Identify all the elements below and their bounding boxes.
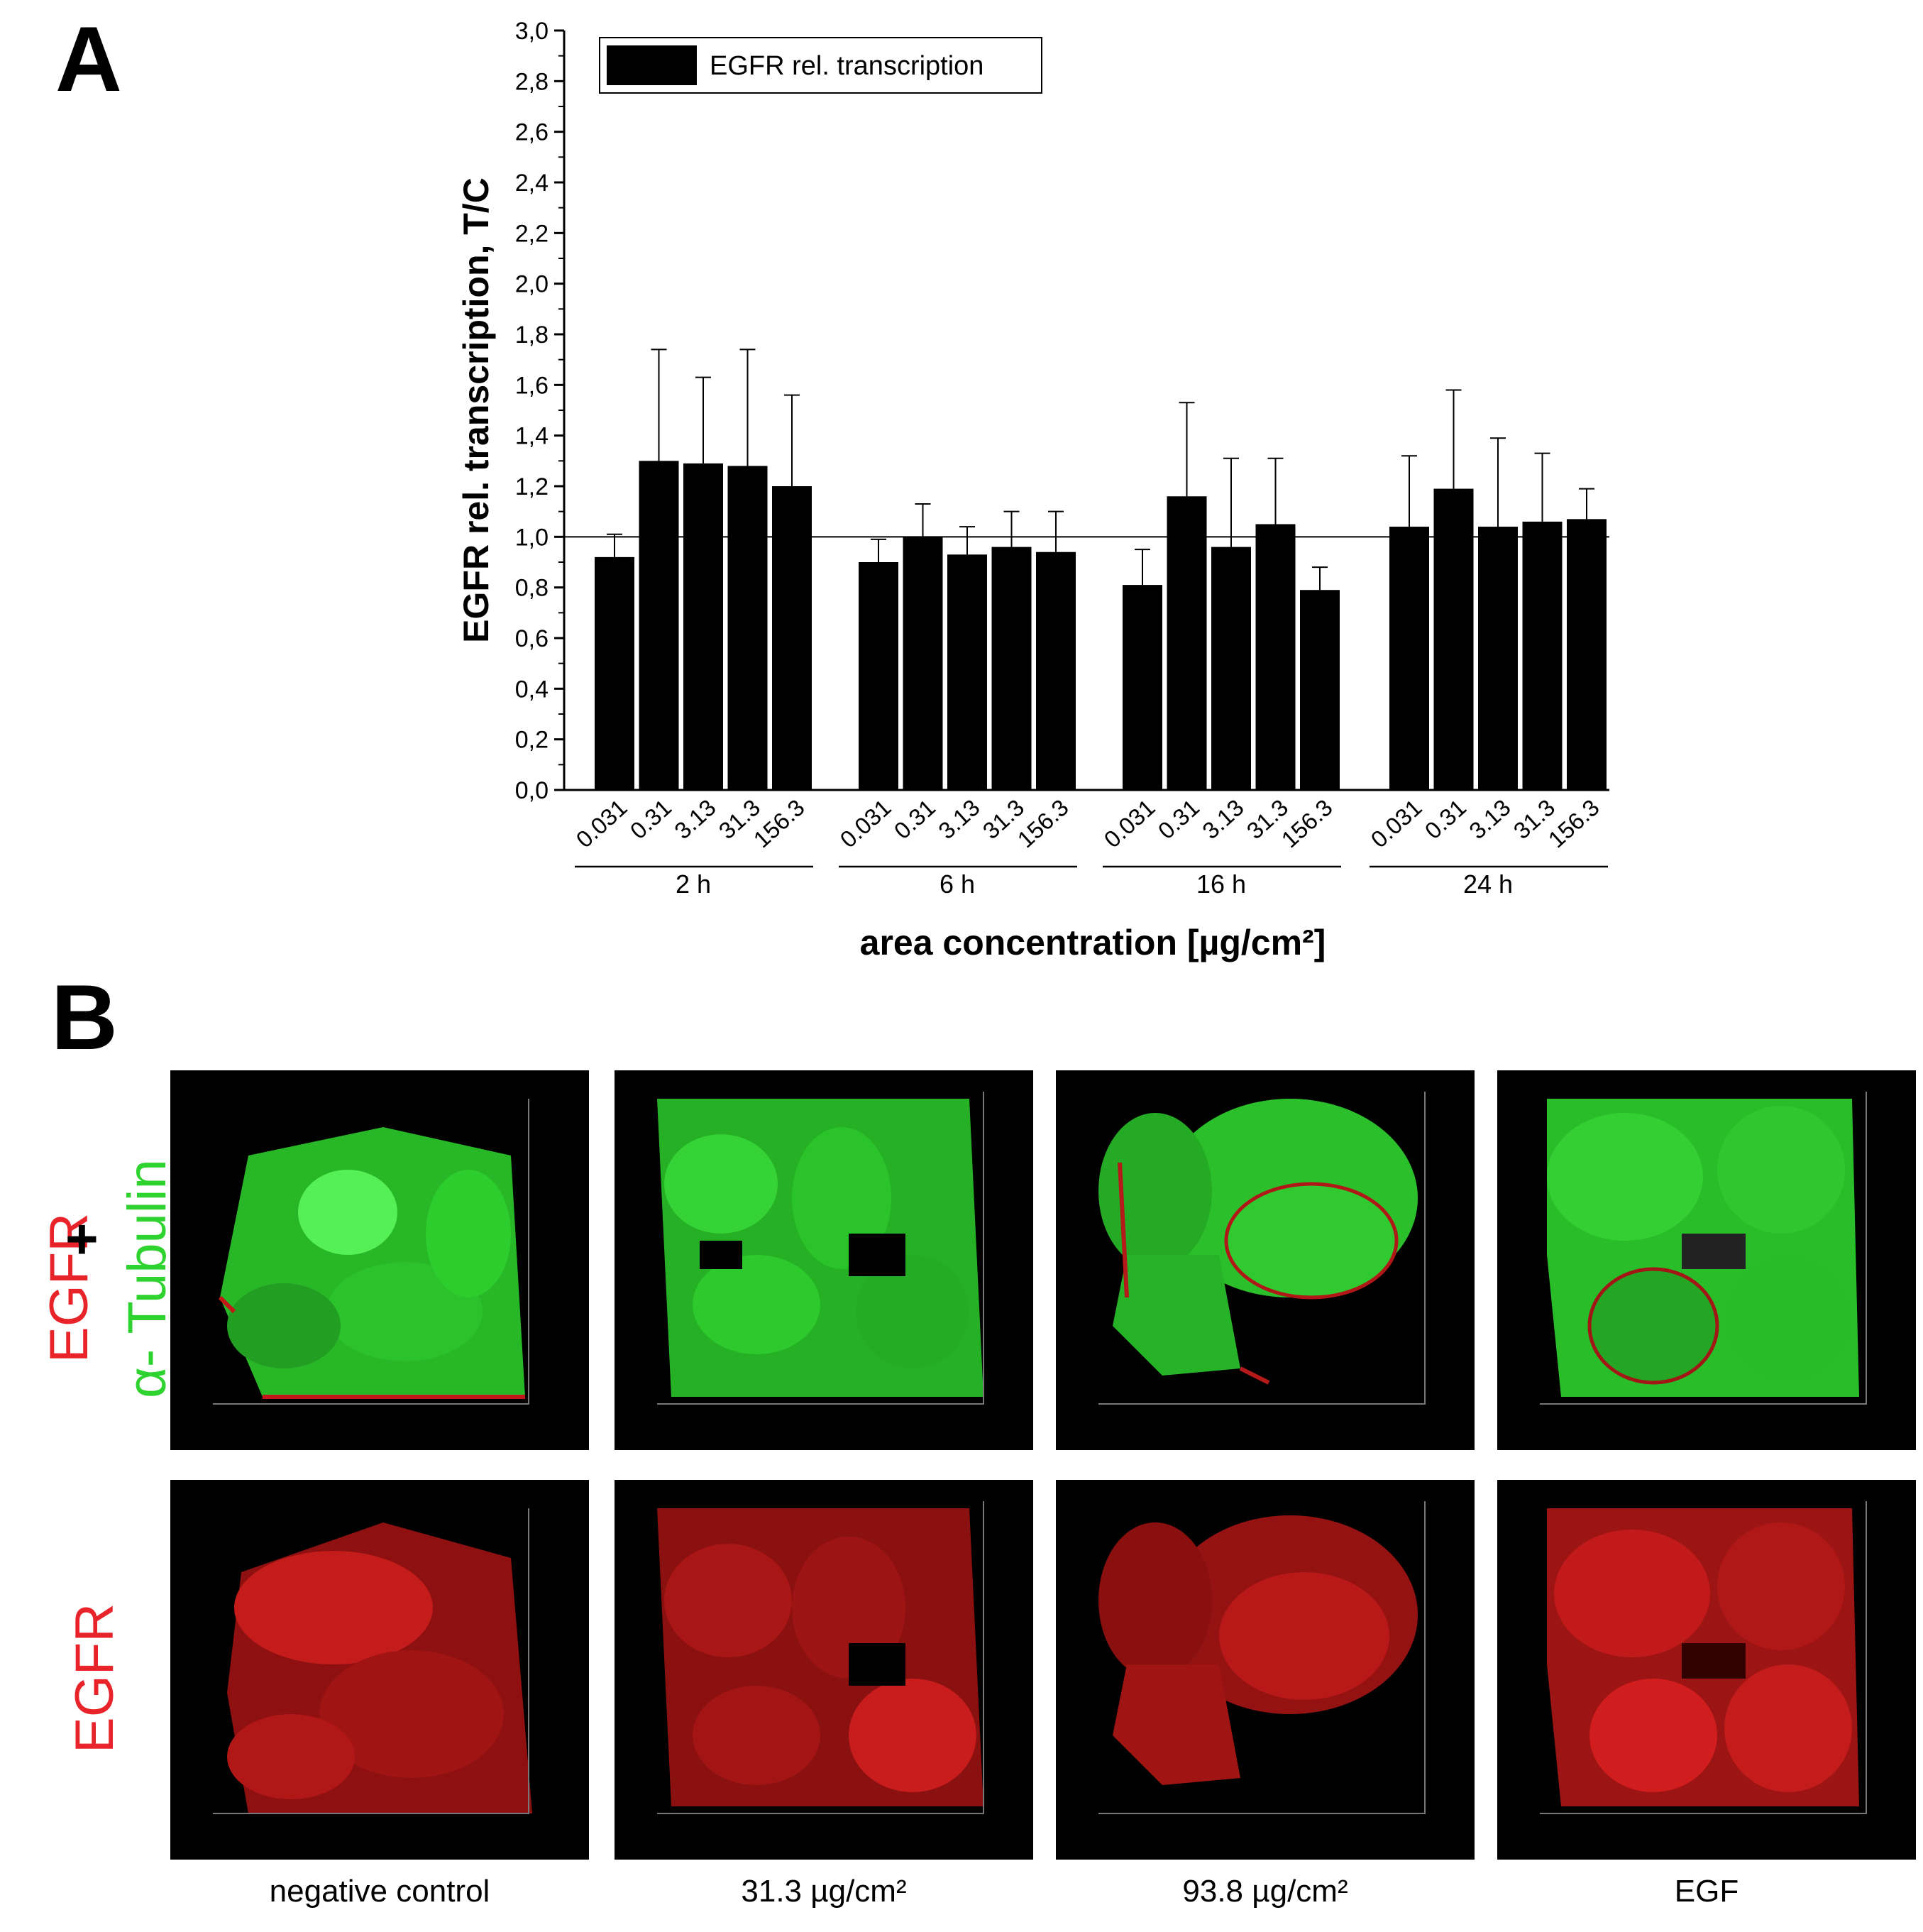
image-merged-negative-control (170, 1070, 589, 1450)
y-tick-label: 1,4 (515, 423, 549, 450)
bar (1300, 590, 1340, 790)
x-tick-label: 0.031 (835, 794, 896, 853)
x-tick-label: 0.31 (1153, 794, 1204, 844)
image-egfr-egf (1497, 1480, 1916, 1860)
y-tick-label: 2,6 (515, 119, 549, 146)
bar (1567, 519, 1607, 790)
image-egfr-93-8 (1056, 1480, 1475, 1860)
condition-label-93-8: 93.8 µg/cm² (1182, 1874, 1348, 1909)
bar (1167, 496, 1207, 790)
y-tick-label: 3,0 (515, 18, 549, 45)
y-axis-title: EGFR rel. transcription, T/C (456, 177, 496, 643)
x-tick-label: 3.13 (1464, 794, 1515, 844)
condition-label-negative-control: negative control (269, 1874, 490, 1909)
x-tick-label: 0.031 (1366, 794, 1427, 853)
x-tick-label: 3.13 (669, 794, 720, 844)
y-tick-label: 0,0 (515, 777, 549, 804)
bar-chart: 0,0 0,2 0,4 0,6 0,8 1,0 1,2 1,4 1,6 1,8 2,0 2,2 2,4 2… (456, 18, 1609, 962)
x-tick-label: 156.3 (1543, 794, 1604, 853)
image-egfr-negative-control (170, 1480, 589, 1860)
y-tick-label: 1,8 (515, 322, 549, 348)
x-tick-label: 0.31 (625, 794, 676, 844)
bar (683, 463, 723, 790)
y-tick-label: 1,6 (515, 372, 549, 399)
y-tick-label: 2,8 (515, 68, 549, 95)
y-tick-label: 0,2 (515, 727, 549, 754)
x-tick-label: 156.3 (1013, 794, 1074, 853)
row-label-plus: + (65, 1207, 99, 1270)
x-tick-label: 0.031 (571, 794, 632, 853)
bar (903, 537, 943, 790)
legend-label: EGFR rel. transcription (710, 51, 983, 81)
bar (1389, 527, 1429, 790)
panel-b-label: B (51, 965, 118, 1069)
group-label: 24 h (1463, 869, 1513, 899)
y-tick-label: 0,8 (515, 575, 549, 602)
row-label-tubulin: α- Tubulin (117, 1159, 177, 1398)
x-tick-label: 0.31 (1420, 794, 1471, 844)
y-tick-label: 1,0 (515, 524, 549, 551)
row-label-egfr: EGFR (65, 1603, 125, 1753)
image-merged-31-3 (615, 1070, 1033, 1450)
bar (772, 486, 812, 790)
bar (595, 556, 634, 790)
condition-label-31-3: 31.3 µg/cm² (741, 1874, 907, 1909)
panel-a-label: A (55, 7, 122, 111)
image-merged-egf (1497, 1070, 1916, 1450)
bar (1433, 488, 1474, 790)
bar (947, 554, 987, 790)
x-axis-title: area concentration [µg/cm²] (860, 923, 1326, 962)
y-tick-label: 0,4 (515, 676, 549, 703)
merged-row-label: EGFR + α- Tubulin (28, 1065, 177, 1420)
y-tick-label: 2,4 (515, 170, 549, 197)
bar (859, 562, 898, 790)
single-row-label: EGFR (28, 1498, 170, 1803)
bar (1123, 585, 1162, 790)
bar (1036, 551, 1076, 790)
group-label: 2 h (676, 869, 711, 899)
x-tick-label: 156.3 (749, 794, 810, 853)
y-tick-label: 0,6 (515, 625, 549, 652)
condition-label-egf: EGF (1674, 1874, 1739, 1909)
x-tick-label: 3.13 (1197, 794, 1248, 844)
x-tick-label: 0.031 (1099, 794, 1160, 853)
y-tick-label: 1,2 (515, 473, 549, 500)
bar (1522, 521, 1563, 790)
group-label: 16 h (1196, 869, 1246, 899)
bar (991, 547, 1032, 790)
group-label: 6 h (940, 869, 975, 899)
image-merged-93-8 (1056, 1070, 1475, 1450)
bar (1255, 524, 1296, 790)
y-tick-label: 2,2 (515, 220, 549, 247)
bar (1211, 547, 1251, 790)
x-tick-label: 156.3 (1277, 794, 1338, 853)
x-tick-label: 0.31 (889, 794, 940, 844)
x-tick-label: 3.13 (933, 794, 984, 844)
legend-swatch (607, 45, 697, 85)
y-tick-label: 2,0 (515, 271, 549, 298)
image-egfr-31-3 (615, 1480, 1033, 1860)
bar (727, 466, 768, 790)
bar (639, 461, 679, 790)
bar (1478, 527, 1518, 790)
